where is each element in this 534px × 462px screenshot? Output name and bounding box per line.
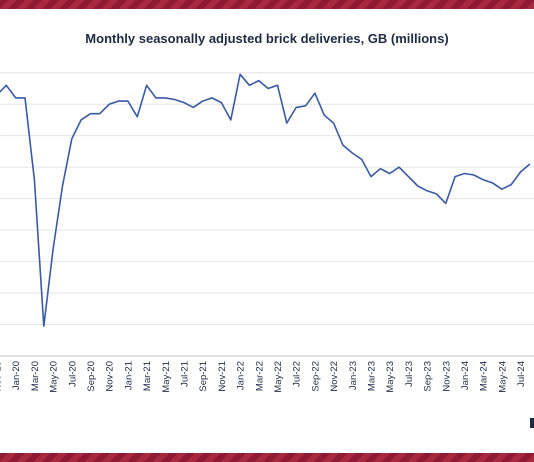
x-tick-label: Jan-23: [348, 361, 359, 390]
x-tick-label: Sep-23: [423, 361, 434, 392]
x-tick-label: May-22: [273, 361, 284, 393]
x-tick-label: Jul-23: [404, 361, 415, 387]
series-line: [0, 73, 531, 327]
x-tick-label: Jan-20: [11, 361, 22, 390]
legend-swatch: [530, 418, 534, 428]
x-tick-label: Mar-23: [367, 361, 378, 391]
x-tick-label: May-20: [49, 361, 60, 393]
x-tick-label: May-24: [497, 361, 508, 393]
x-tick-label: Nov-19: [0, 361, 4, 392]
x-tick-label: Jan-24: [460, 361, 471, 390]
x-tick-label: Mar-21: [142, 361, 153, 391]
x-tick-labels: Nov-19 Jan-20 Mar-20 May-20 Jul-20 Sep-20 Nov-…: [0, 361, 527, 393]
x-tick-label: Jan-21: [123, 361, 134, 390]
x-tick-label: Jul-22: [292, 361, 303, 387]
x-tick-label: Sep-22: [310, 361, 321, 392]
x-tick-label: Sep-21: [198, 361, 209, 392]
x-tick-label: Nov-21: [217, 361, 228, 392]
x-tick-label: May-21: [161, 361, 172, 393]
x-tick-label: Sep-20: [86, 361, 97, 392]
x-tick-label: Nov-23: [441, 361, 452, 392]
x-tick-label: Jul-21: [180, 361, 191, 387]
series-lines: [0, 73, 531, 327]
top-decorative-band: [0, 0, 534, 9]
x-tick-label: Jul-20: [67, 361, 78, 387]
grid-lines: [0, 72, 534, 357]
bottom-decorative-band: [0, 453, 534, 462]
x-tick-label: Nov-22: [329, 361, 340, 392]
x-tick-label: Jul-24: [516, 361, 527, 387]
x-tick-label: Mar-24: [479, 361, 490, 391]
x-tick-label: Nov-20: [105, 361, 116, 392]
x-tick-label: Jan-22: [236, 361, 247, 390]
x-tick-label: Mar-22: [254, 361, 265, 391]
x-tick-label: Mar-20: [30, 361, 41, 391]
x-tick-label: May-23: [385, 361, 396, 393]
chart-title: Monthly seasonally adjusted brick delive…: [85, 31, 449, 46]
